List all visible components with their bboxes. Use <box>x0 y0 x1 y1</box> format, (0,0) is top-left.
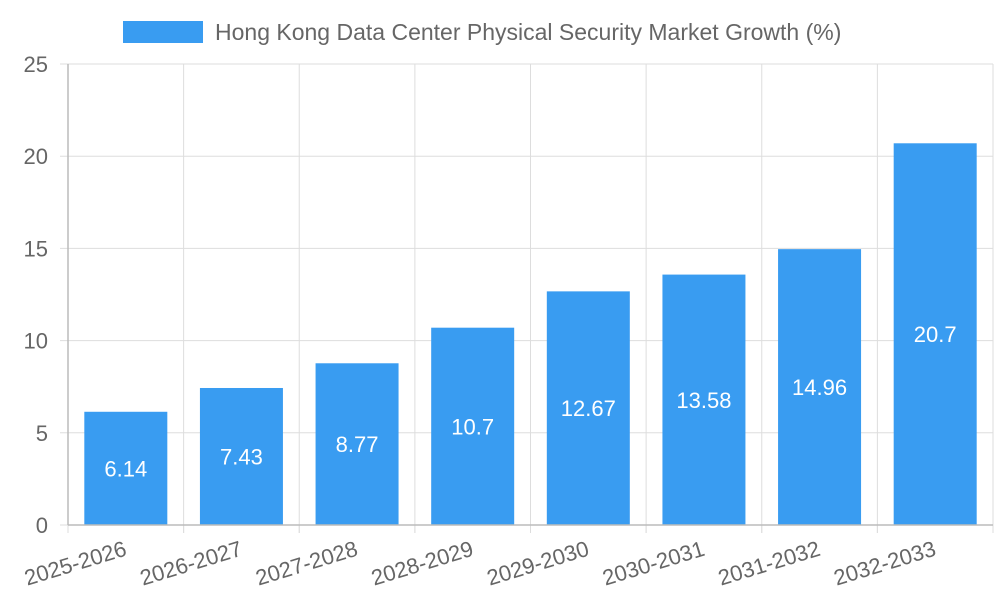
chart-legend[interactable]: Hong Kong Data Center Physical Security … <box>123 19 841 45</box>
y-tick-label: 10 <box>24 329 48 354</box>
x-tick-label: 2030-2031 <box>599 536 707 591</box>
bar[interactable] <box>315 363 399 525</box>
bar[interactable] <box>546 291 630 525</box>
bar[interactable] <box>778 249 862 525</box>
bar-value-label: 8.77 <box>336 432 379 457</box>
x-tick-label: 2032-2033 <box>831 536 939 591</box>
bar-value-label: 10.7 <box>451 414 494 439</box>
x-tick-label: 2026-2027 <box>137 536 245 591</box>
legend-swatch <box>123 21 203 43</box>
y-tick-label: 0 <box>36 513 48 538</box>
x-tick-label: 2029-2030 <box>484 536 592 591</box>
bar[interactable] <box>199 387 283 525</box>
x-tick-label: 2027-2028 <box>253 536 361 591</box>
axes <box>67 64 993 526</box>
x-tick-label: 2031-2032 <box>715 536 823 591</box>
bar[interactable] <box>893 143 977 526</box>
grid-lines <box>60 63 994 533</box>
y-tick-label: 5 <box>36 421 48 446</box>
bar-value-label: 14.96 <box>792 375 847 400</box>
x-tick-label: 2025-2026 <box>21 536 129 591</box>
y-tick-label: 20 <box>24 144 48 169</box>
x-tick-label: 2028-2029 <box>368 536 476 591</box>
bar[interactable] <box>662 274 746 525</box>
bar[interactable] <box>431 327 515 525</box>
legend-label: Hong Kong Data Center Physical Security … <box>215 19 841 45</box>
bar-value-label: 12.67 <box>561 396 616 421</box>
bar-value-label: 13.58 <box>676 388 731 413</box>
bar-value-label: 6.14 <box>104 456 147 481</box>
bar-value-label: 7.43 <box>220 444 263 469</box>
bar[interactable] <box>84 411 168 525</box>
bars: 6.14 7.43 8.77 10.7 12.67 13.58 14.96 20.7 <box>84 143 977 526</box>
y-tick-label: 15 <box>24 236 48 261</box>
bar-value-label: 20.7 <box>914 322 957 347</box>
y-tick-label: 25 <box>24 52 48 77</box>
